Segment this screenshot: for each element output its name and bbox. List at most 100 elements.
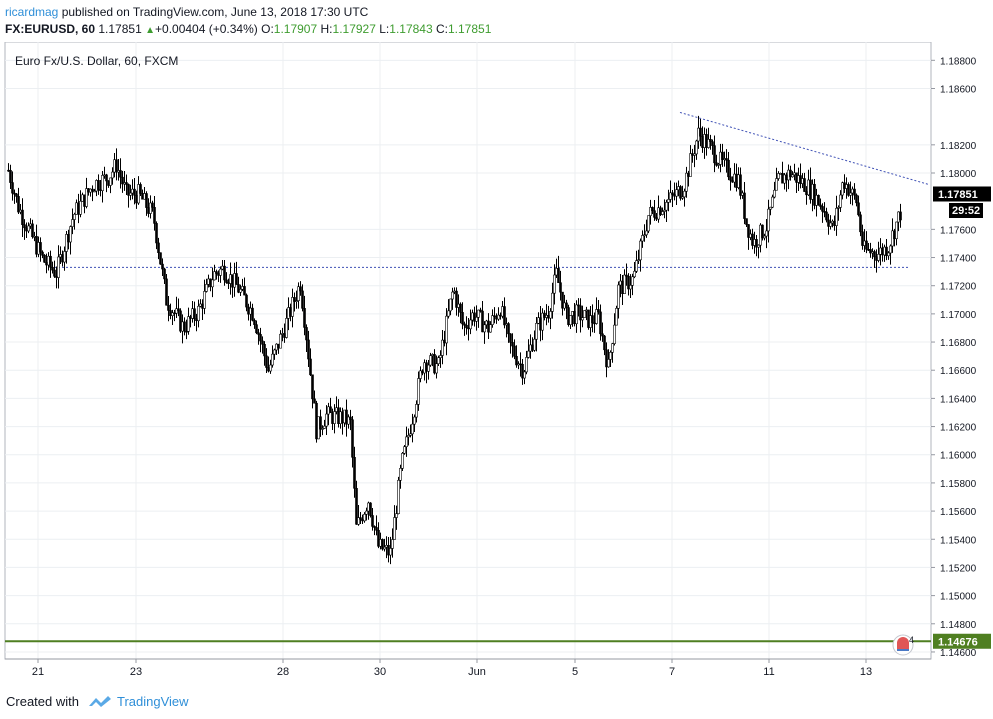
candle-body <box>775 178 778 191</box>
candle-body <box>125 182 128 185</box>
candle-body <box>463 323 466 326</box>
candle-body <box>561 291 564 309</box>
candle-body <box>27 225 30 232</box>
candle-body <box>319 416 322 430</box>
tradingview-link[interactable]: TradingView <box>117 694 189 709</box>
candle-body <box>407 435 410 438</box>
candle-body <box>899 211 902 221</box>
candle-body <box>565 302 568 308</box>
candle-body <box>551 292 554 312</box>
candle-body <box>349 416 352 421</box>
candle-body <box>155 223 158 244</box>
chart-title: Euro Fx/U.S. Dollar, 60, FXCM <box>15 54 178 68</box>
candle-body <box>481 310 484 333</box>
candle-body <box>441 339 444 356</box>
candle-body <box>303 308 306 328</box>
candle-body <box>11 182 14 194</box>
candle-body <box>613 324 616 344</box>
candle-body <box>713 145 716 164</box>
candle-body <box>41 251 44 256</box>
candle-body <box>609 352 612 360</box>
plot-area[interactable] <box>4 42 932 660</box>
trendline[interactable] <box>679 111 929 185</box>
candle-body <box>383 546 386 550</box>
candle-body <box>855 194 858 204</box>
y-tick-label: 1.15600 <box>940 507 977 518</box>
candle-body <box>627 275 630 290</box>
y-tick-label: 1.14800 <box>940 620 977 631</box>
candle-body <box>119 170 122 178</box>
candle-body <box>535 322 538 340</box>
x-tick-label: 7 <box>669 666 675 678</box>
candle-body <box>651 207 654 211</box>
candle-body <box>689 153 692 177</box>
candle-body <box>333 411 336 424</box>
candle-body <box>97 180 100 190</box>
close-value: 1.17851 <box>448 22 492 36</box>
candle-body <box>841 182 844 196</box>
x-tick-label: 5 <box>572 666 578 678</box>
candle-body <box>503 306 506 326</box>
candle-body <box>195 318 198 322</box>
open-value: 1.17907 <box>273 22 318 36</box>
candle-body <box>201 303 204 309</box>
candle-body <box>605 349 608 368</box>
candle-body <box>895 221 898 240</box>
tradingview-logo-icon[interactable] <box>88 694 112 708</box>
candle-body <box>301 290 304 309</box>
candle-body <box>131 188 134 194</box>
candle-body <box>583 310 586 318</box>
candle-body <box>7 169 10 172</box>
candle-body <box>271 353 274 366</box>
candle-body <box>461 312 464 325</box>
candle-body <box>639 240 642 261</box>
candle-body <box>351 419 354 458</box>
candle-body <box>237 284 240 293</box>
last-price: 1.17851 <box>98 22 142 36</box>
price-chart[interactable]: Euro Fx/U.S. Dollar, 60, FXCM 1.188001.1… <box>0 42 993 688</box>
candle-body <box>161 263 164 270</box>
chart-header: ricardmag published on TradingView.com, … <box>0 0 993 42</box>
candle-body <box>321 428 324 430</box>
candle-body <box>693 153 696 156</box>
candle-body <box>157 242 160 253</box>
candle-body <box>869 249 872 254</box>
candle-body <box>93 190 96 193</box>
candle-body <box>103 174 106 177</box>
candle-body <box>853 188 856 196</box>
y-tick-label: 1.16200 <box>940 423 977 434</box>
current-price-badge: 1.17851 29:52 <box>933 186 991 218</box>
low-value: 1.17843 <box>389 22 433 36</box>
alerts-icon[interactable]: 4 <box>892 634 914 656</box>
candle-body <box>887 252 890 257</box>
candle-body <box>747 224 750 238</box>
candle-body <box>849 192 852 196</box>
candle-body <box>859 214 862 233</box>
candle-body <box>179 310 182 332</box>
candle-body <box>167 304 170 311</box>
candle-body <box>459 303 462 313</box>
candle-body <box>465 324 468 329</box>
candle-body <box>245 294 248 308</box>
high-label: H: <box>320 22 333 36</box>
candle-body <box>521 364 524 379</box>
candle-body <box>189 316 192 319</box>
candle-body <box>497 314 500 320</box>
candle-body <box>477 309 480 318</box>
candle-body <box>667 199 670 203</box>
candle-body <box>87 188 90 193</box>
candle-body <box>469 319 472 330</box>
y-tick-label: 1.17200 <box>940 282 977 293</box>
candle-body <box>819 204 822 207</box>
candle-body <box>395 513 398 518</box>
candle-body <box>829 222 832 227</box>
candle-body <box>165 278 168 306</box>
candle-body <box>49 255 52 268</box>
candle-body <box>685 172 688 192</box>
candle-body <box>569 315 572 325</box>
candle-body <box>721 151 724 160</box>
candle-body <box>73 214 76 220</box>
candle-body <box>671 192 674 195</box>
candle-body <box>213 271 216 281</box>
publisher-name[interactable]: ricardmag <box>5 5 59 19</box>
